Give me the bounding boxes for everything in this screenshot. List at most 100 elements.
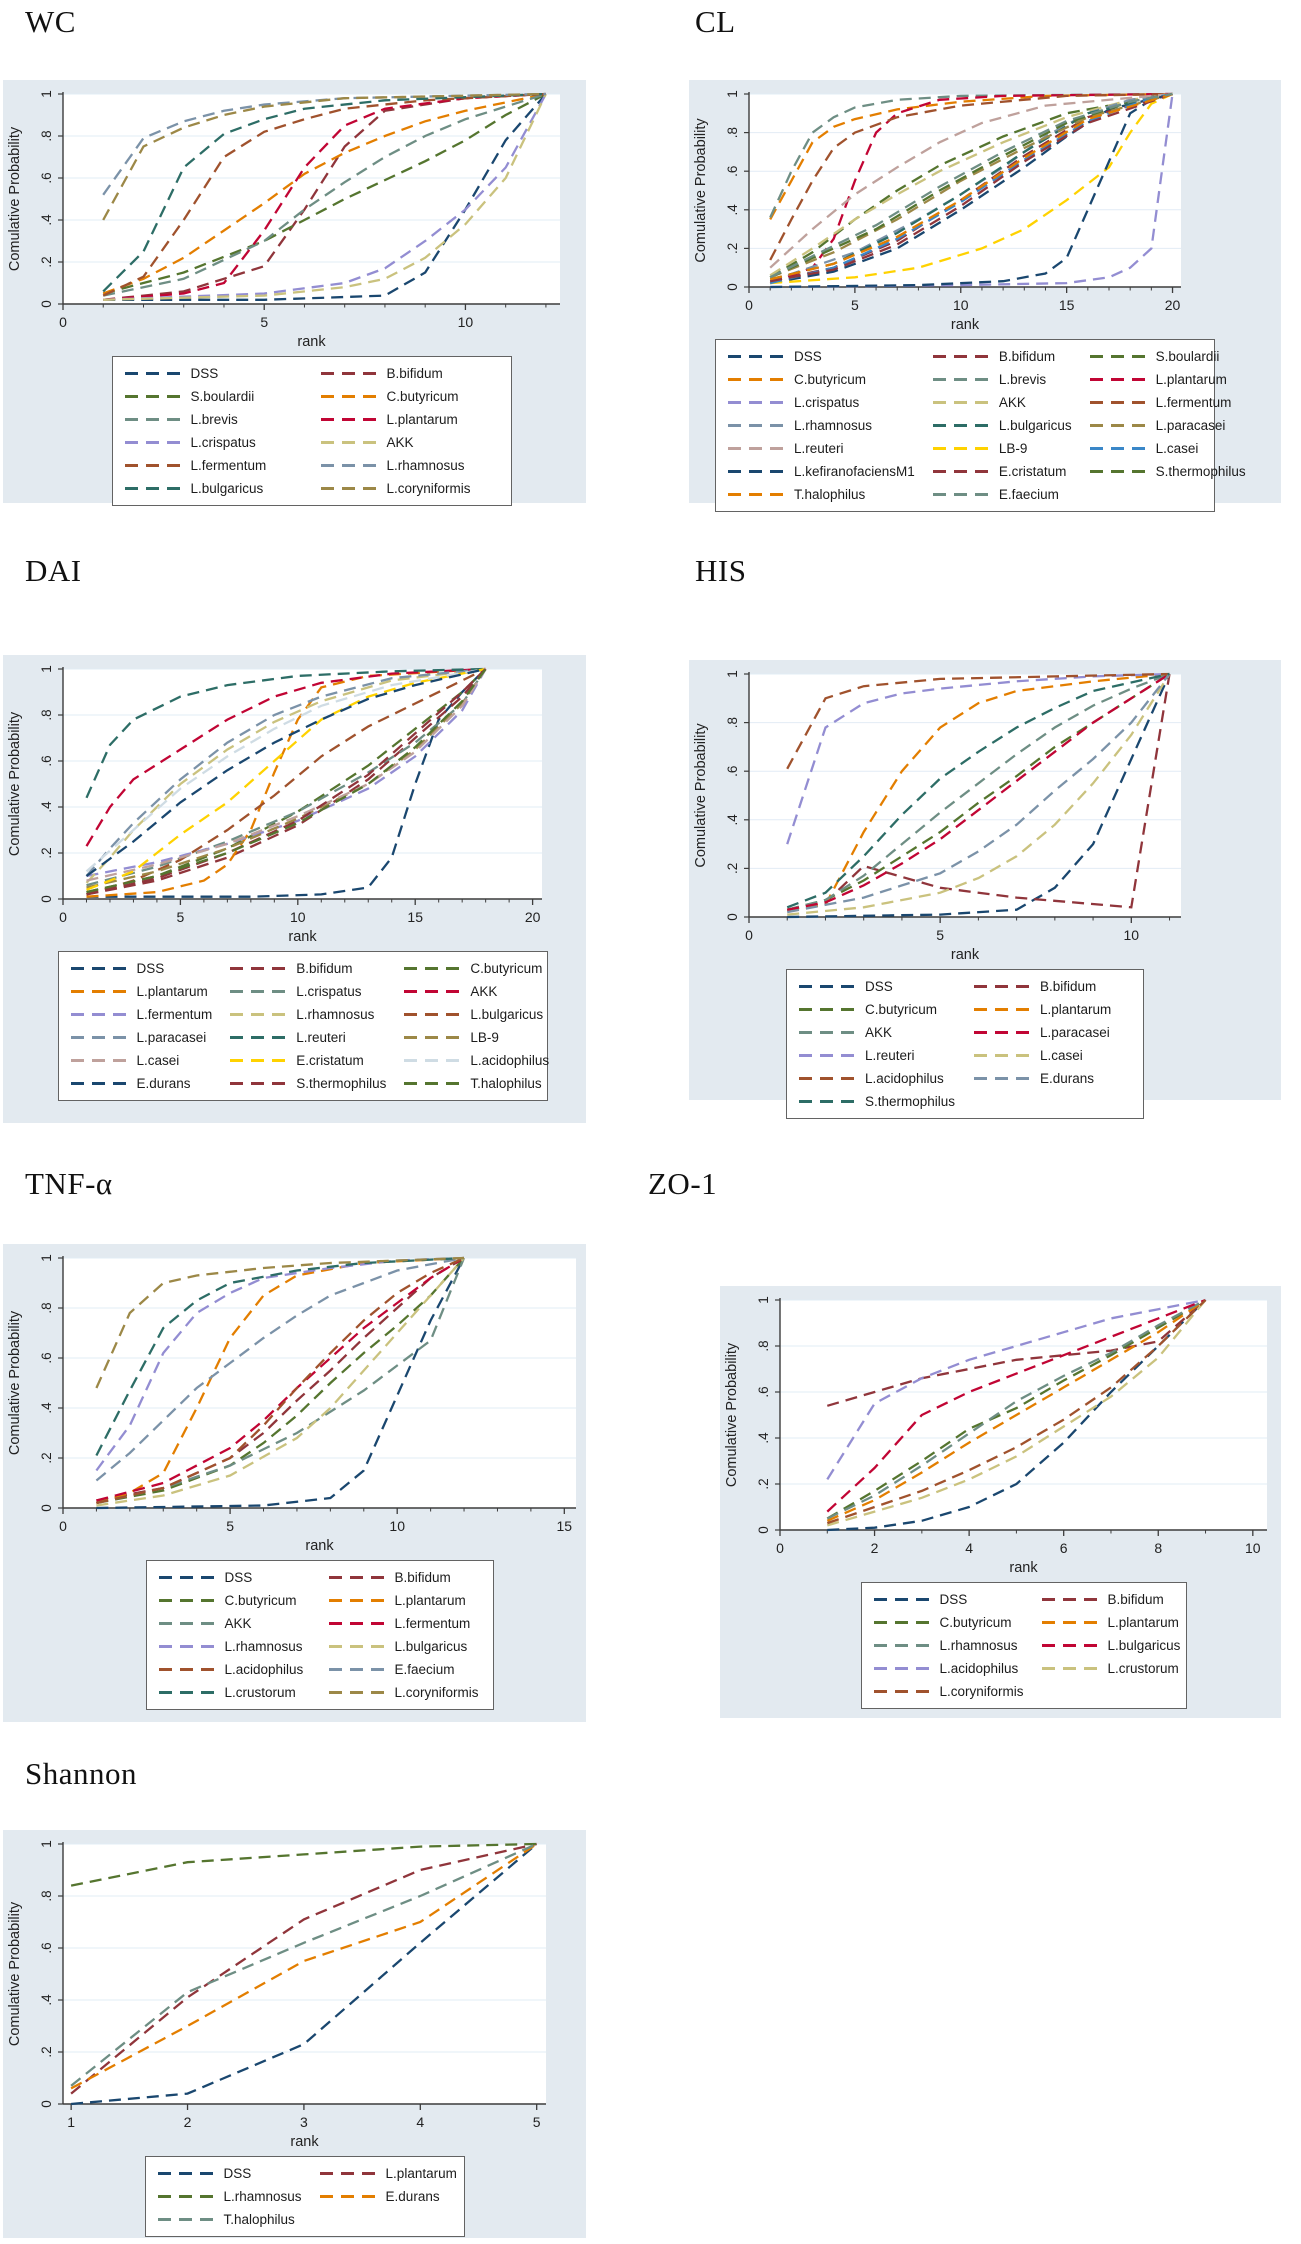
legend-dash-sample	[728, 355, 784, 358]
x-tick-label: 4	[965, 1540, 973, 1556]
y-tick-label: .4	[39, 801, 54, 813]
legend-dash-sample	[70, 1036, 127, 1039]
series-line-E.durans	[85, 667, 486, 877]
series-line-L.coryniformis	[102, 92, 546, 221]
series-line-L.crispatus	[86, 668, 487, 887]
legend-dash-sample	[328, 1645, 385, 1648]
y-tick-label: .2	[39, 256, 54, 267]
y-tick-label: .2	[756, 1478, 771, 1489]
series-line-S.thermophilus	[786, 672, 1170, 909]
series-line-DSS	[96, 1257, 466, 1510]
legend-label: L.paracasei	[1155, 418, 1226, 433]
legend-dash-sample	[124, 418, 181, 421]
series-line-L.reuteri	[769, 92, 1173, 269]
chart-legend: DSS B.bifidum S.boulardii C.butyricum L.brev…	[111, 356, 512, 506]
plot-region: 0.2.4.6.8 1 0 5 10 15 rank Comulative Probabili…	[3, 1244, 586, 1722]
legend-dash-sample	[320, 487, 377, 490]
series-line-T.halophilus	[86, 668, 487, 894]
legend-dash-sample	[1041, 1598, 1098, 1601]
legend-entry: C.butyricum	[799, 1002, 956, 1017]
y-tick-label: .6	[39, 172, 54, 183]
legend-label: AKK	[470, 984, 498, 999]
y-axis-title: Comulative Probability	[7, 1310, 23, 1455]
legend-dash-sample	[157, 2195, 214, 2198]
legend-entry: L.plantarum	[974, 1002, 1131, 1017]
legend-dash-sample	[799, 985, 855, 988]
legend-dash-sample	[319, 2172, 376, 2175]
series-line-L.fermentum	[769, 92, 1173, 261]
legend-label: S.thermophilus	[865, 1094, 956, 1109]
panel-title: HIS	[695, 553, 747, 588]
legend-entry: L.reuteri	[230, 1030, 386, 1045]
legend-label: L.plantarum	[1155, 372, 1227, 387]
x-tick-label: 10	[1245, 1540, 1261, 1556]
legend-dash-sample	[158, 1691, 215, 1694]
series-line-L.crispatus	[770, 93, 1174, 289]
legend-entry: LB-9	[404, 1030, 549, 1045]
x-tick-label: 15	[557, 1518, 573, 1534]
y-tick-label: 1	[39, 1840, 54, 1848]
y-tick-label: 0	[39, 895, 54, 903]
legend-label: AKK	[998, 395, 1026, 410]
legend-entry: L.fermentum	[328, 1616, 481, 1631]
plot-region: 0.2.4.6.8 1 0 2 4 6 8 10 rank Comulative Probabil…	[720, 1286, 1281, 1718]
x-tick-label: 8	[1154, 1540, 1162, 1556]
panel-his: HIS 0.2.4.6.8 1 0 5 10 rank Comulative Probabi…	[689, 553, 1281, 1119]
legend-label: L.crispatus	[296, 984, 362, 999]
plot-region: 0.2.4.6.8 1 0 5 10 rank Comulative Probability…	[689, 660, 1281, 1119]
legend-label: S.thermophilus	[296, 1076, 387, 1091]
series-line-L.plantarum	[70, 1842, 537, 2095]
y-tick-label: .2	[725, 863, 740, 874]
legend-label: L.rhamnosus	[223, 2189, 302, 2204]
legend-entry: DSS	[124, 366, 303, 381]
x-tick-label: 5	[226, 1518, 234, 1534]
series-line-LB-9	[770, 92, 1173, 285]
legend-entry: S.boulardii	[124, 389, 303, 404]
series-line-E.faecium	[95, 1256, 465, 1482]
legend-dash-sample	[70, 1059, 127, 1062]
legend-dash-sample	[404, 1059, 461, 1062]
legend-entry: S.thermophilus	[1089, 464, 1246, 479]
legend-entry: T.halophilus	[404, 1076, 549, 1091]
y-tick-label: .8	[39, 1302, 54, 1313]
panel-title: WC	[25, 4, 76, 39]
series-line-L.rhamnosus	[95, 1256, 465, 1472]
plot-region: 0 .2 .4 .6 .8 1 1 2 3 4 5 rank Comulative Probabilit…	[3, 1830, 586, 2238]
legend-entry: AKK	[320, 435, 499, 450]
legend-entry: L.acidophilus	[799, 1071, 956, 1086]
legend-entry: L.plantarum	[1089, 372, 1246, 387]
legend-entry: DSS	[70, 961, 213, 976]
legend-entry: L.acidophilus	[404, 1053, 549, 1068]
series-line-DSS	[827, 1299, 1207, 1532]
x-axis-title: rank	[1009, 1560, 1038, 1576]
legend-dash-sample	[230, 990, 287, 993]
y-tick-label: .6	[39, 755, 54, 766]
y-tick-label: 0	[725, 283, 740, 291]
legend-label: AKK	[865, 1025, 893, 1040]
series-line-L.plantarum	[103, 92, 546, 301]
legend-label: L.plantarum	[1107, 1615, 1179, 1630]
legend-dash-sample	[328, 1599, 385, 1602]
series-line-L.paracasei	[85, 667, 486, 877]
legend-dash-sample	[932, 447, 989, 450]
y-tick-label: .6	[39, 1942, 54, 1953]
legend-entry: S.thermophilus	[799, 1094, 956, 1109]
legend-entry: E.faecium	[932, 487, 1072, 502]
series-line-L.brevis	[769, 92, 1173, 218]
legend-entry: L.bulgaricus	[1041, 1638, 1180, 1653]
legend-dash-sample	[319, 2195, 376, 2198]
legend-label: E.durans	[136, 1076, 191, 1091]
legend-label: DSS	[224, 1570, 253, 1585]
legend-dash-sample	[70, 1013, 127, 1016]
y-tick-label: .4	[39, 1402, 54, 1414]
legend-label: E.cristatum	[296, 1053, 364, 1068]
legend-label: C.butyricum	[794, 372, 867, 387]
legend-dash-sample	[158, 1668, 215, 1671]
y-tick-label: 1	[756, 1296, 771, 1304]
panel-dai: DAI 0.2.4.6.8 1 0 5 10 15 20 rank Comulative Pro…	[3, 553, 586, 1125]
legend-dash-sample	[328, 1691, 385, 1694]
chart-legend: DSS B.bifidum C.butyricum L.plantarum AKK L.f…	[145, 1560, 494, 1710]
legend-label: L.crustorum	[1107, 1661, 1179, 1676]
legend-label: L.acidophilus	[224, 1662, 304, 1677]
legend-entry: L.fermentum	[70, 1007, 212, 1022]
